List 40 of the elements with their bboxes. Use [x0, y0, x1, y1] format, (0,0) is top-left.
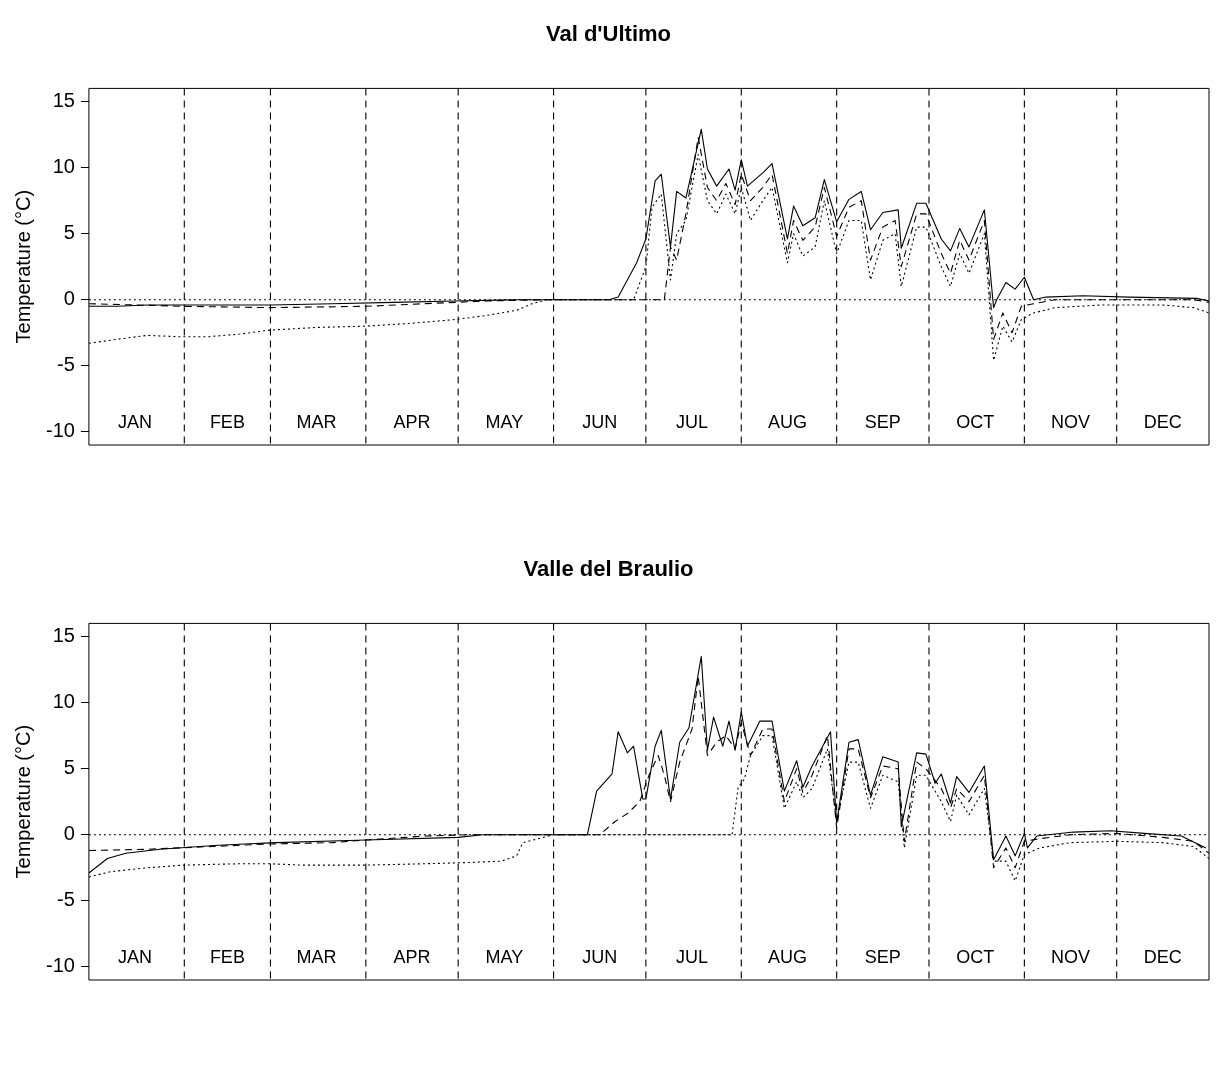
x-tick-label: OCT — [956, 411, 995, 432]
y-tick-label: 10 — [52, 690, 75, 713]
x-tick-label: MAR — [296, 946, 337, 967]
x-tick-label: JUN — [582, 946, 618, 967]
x-tick-label: SEP — [864, 946, 901, 967]
x-tick-label: NOV — [1051, 946, 1091, 967]
y-tick-label: 5 — [63, 221, 75, 244]
y-tick-label: 0 — [63, 822, 75, 845]
x-tick-label: MAR — [296, 411, 337, 432]
x-tick-label: JAN — [118, 946, 153, 967]
y-tick-label: -10 — [46, 419, 75, 442]
y-tick-label: -5 — [57, 353, 75, 376]
x-tick-label: JUL — [676, 946, 709, 967]
x-tick-label: APR — [393, 946, 431, 967]
x-tick-label: AUG — [767, 411, 807, 432]
x-tick-label: JAN — [118, 411, 153, 432]
y-tick-label: 5 — [63, 756, 75, 779]
y-tick-label: 0 — [63, 287, 75, 310]
y-tick-label: 15 — [52, 624, 75, 647]
x-tick-label: JUN — [582, 411, 618, 432]
y-tick-label: 15 — [52, 89, 75, 112]
x-tick-label: AUG — [767, 946, 807, 967]
x-tick-label: OCT — [956, 946, 995, 967]
x-tick-label: FEB — [209, 946, 245, 967]
x-tick-label: DEC — [1143, 411, 1182, 432]
chart-title: Valle del Braulio — [523, 556, 694, 582]
x-tick-label: JUL — [676, 411, 709, 432]
x-tick-label: MAY — [485, 946, 524, 967]
y-axis-title: Temperature (°C) — [11, 189, 34, 344]
y-axis-title: Temperature (°C) — [11, 724, 34, 879]
x-tick-label: APR — [393, 411, 431, 432]
x-tick-label: FEB — [209, 411, 245, 432]
x-tick-label: DEC — [1143, 946, 1182, 967]
y-tick-label: -5 — [57, 888, 75, 911]
y-tick-label: 10 — [52, 155, 75, 178]
y-tick-label: -10 — [46, 954, 75, 977]
x-tick-label: MAY — [485, 411, 524, 432]
x-tick-label: NOV — [1051, 411, 1091, 432]
chart-title: Val d'Ultimo — [545, 21, 672, 47]
x-tick-label: SEP — [864, 411, 901, 432]
